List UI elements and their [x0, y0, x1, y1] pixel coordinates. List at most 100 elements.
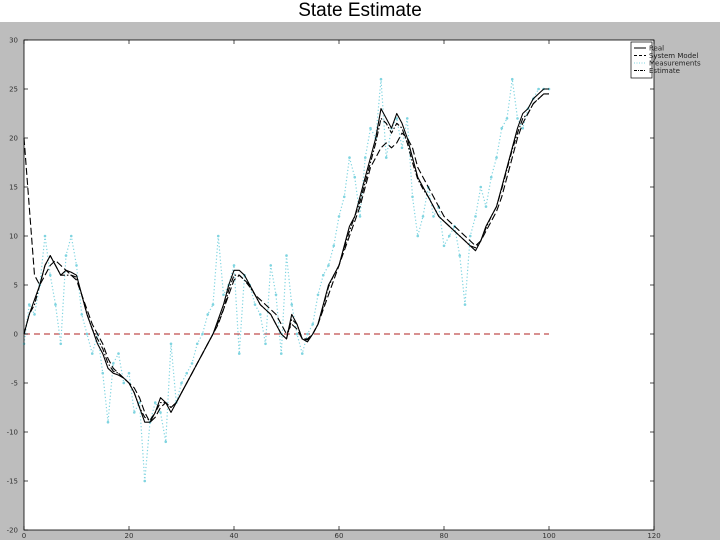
x-tick-label: 20 [125, 532, 134, 540]
y-tick-label: 25 [9, 86, 18, 94]
y-tick-label: 0 [14, 331, 18, 339]
measurement-point [27, 303, 31, 306]
measurement-point [395, 117, 399, 120]
measurement-point [206, 313, 210, 316]
x-tick-label: 0 [22, 532, 26, 540]
measurement-point [122, 381, 126, 385]
measurement-point [75, 264, 78, 267]
measurement-point [489, 175, 493, 179]
measurement-point [337, 215, 341, 218]
legend-box [630, 41, 653, 79]
y-tick-label: -10 [7, 429, 18, 437]
measurement-point [169, 342, 173, 346]
measurement-point [143, 479, 147, 483]
measurement-point [369, 126, 372, 130]
measurement-point [69, 234, 73, 238]
measurement-point [253, 303, 257, 306]
measurement-point [321, 273, 325, 277]
y-tick-label: 20 [9, 135, 18, 143]
measurement-point [59, 342, 63, 346]
measurement-point [327, 264, 330, 267]
measurement-point [185, 371, 189, 375]
measurement-point [279, 352, 283, 355]
measurement-point [127, 371, 131, 375]
measurement-point [447, 234, 451, 238]
page-title: State Estimate [298, 0, 422, 21]
measurement-point [537, 87, 540, 91]
plot-area [24, 40, 654, 530]
measurement-point [216, 234, 220, 238]
x-tick-label: 120 [647, 532, 660, 540]
measurement-point [190, 362, 194, 365]
series-layer [22, 77, 551, 483]
measurement-point [495, 156, 498, 159]
measurement-point [195, 342, 199, 346]
measurement-point [269, 264, 273, 267]
measurement-point [348, 156, 351, 159]
measurement-point [474, 215, 477, 218]
measurement-point [132, 411, 136, 414]
measurement-point [363, 156, 367, 159]
y-tick-label: -15 [7, 478, 18, 486]
measurement-point [505, 117, 509, 120]
measurement-point [285, 254, 288, 257]
legend-label: Measurements [649, 59, 701, 67]
measurement-point [432, 215, 435, 218]
measurement-point [106, 420, 110, 424]
legend-label: Estimate [649, 67, 680, 75]
measurement-point [43, 234, 47, 238]
legend-label: Real [649, 44, 664, 52]
measurement-point [54, 303, 57, 306]
x-tick-label: 40 [230, 532, 239, 540]
x-tick-label: 60 [335, 532, 344, 540]
measurement-point [421, 215, 425, 218]
x-axis: 0 20 40 60 80 100 120 [22, 40, 661, 540]
measurement-point [33, 313, 36, 316]
y-tick-label: 15 [9, 184, 18, 192]
measurement-point [111, 362, 115, 365]
measurement-point [64, 254, 68, 257]
measurement-point [332, 244, 336, 248]
measurement-point [516, 117, 519, 120]
measurement-point [484, 205, 488, 208]
measurement-point [416, 234, 420, 238]
x-tick-label: 100 [542, 532, 555, 540]
measurement-point [479, 185, 483, 189]
measurement-point [358, 215, 362, 218]
measurement-point [468, 234, 472, 238]
measurement-point [159, 411, 162, 414]
measurement-point [458, 254, 462, 257]
measurement-point [258, 313, 262, 316]
measurement-point [300, 352, 304, 355]
measurement-point [180, 381, 183, 385]
y-tick-label: 30 [9, 37, 18, 45]
measurement-point [500, 126, 504, 130]
measurement-point [274, 293, 278, 297]
measurement-point [316, 293, 320, 297]
y-tick-label: -20 [7, 527, 18, 535]
measurement-point [510, 77, 514, 81]
y-tick-label: -5 [11, 380, 18, 388]
measurement-point [306, 332, 309, 336]
measurement-point [353, 175, 357, 179]
measurement-point [117, 352, 120, 355]
y-axis: -20 -15 -10 -5 0 5 10 15 20 25 30 [7, 37, 654, 535]
measurement-point [342, 195, 346, 199]
measurement-point [164, 440, 168, 444]
measurement-point [153, 401, 157, 404]
measurement-point [379, 77, 383, 81]
legend-label: System Model [649, 52, 698, 60]
measurement-point [48, 273, 52, 277]
measurement-point [101, 371, 105, 375]
measurement-point [311, 322, 315, 326]
measurement-point [232, 264, 236, 267]
measurement-point [295, 332, 299, 336]
measurement-point [400, 146, 404, 150]
x-tick-label: 80 [440, 532, 449, 540]
y-tick-label: 10 [9, 233, 18, 241]
measurement-point [90, 352, 94, 355]
measurement-point [264, 342, 267, 346]
measurement-point [290, 303, 294, 306]
